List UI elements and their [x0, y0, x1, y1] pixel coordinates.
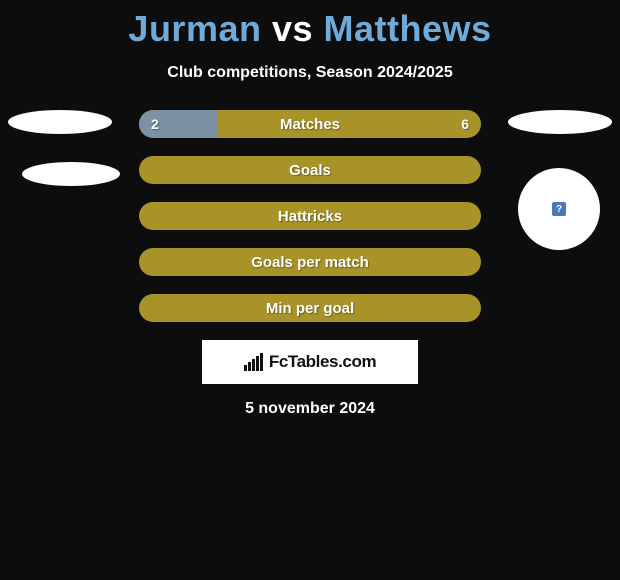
brand-box[interactable]: FcTables.com: [202, 340, 418, 384]
stat-label: Goals per match: [139, 248, 481, 276]
stat-bar-goals-per-match: Goals per match: [139, 248, 481, 276]
brand-logo-icon: [244, 353, 263, 371]
stat-bar-min-per-goal: Min per goal: [139, 294, 481, 322]
image-placeholder-glyph: ?: [556, 204, 562, 215]
player-left-avatar-bottom: [22, 162, 120, 186]
stat-bars: 2 Matches 6 Goals Hattricks Goals per ma…: [139, 110, 481, 322]
stat-left-value: 2: [151, 110, 159, 138]
stat-label: Hattricks: [139, 202, 481, 230]
stat-label: Goals: [139, 156, 481, 184]
date-text: 5 november 2024: [0, 400, 620, 418]
player-left-avatar-top: [8, 110, 112, 134]
player-left-name: Jurman: [128, 8, 261, 49]
image-placeholder-icon: ?: [552, 202, 566, 216]
player-right-name: Matthews: [324, 8, 492, 49]
vs-text: vs: [272, 8, 313, 49]
stats-stage: ? 2 Matches 6 Goals Hattricks: [0, 110, 620, 418]
stat-right-value: 6: [461, 110, 469, 138]
stat-bar-hattricks: Hattricks: [139, 202, 481, 230]
player-right-avatar-circle: ?: [518, 168, 600, 250]
page-title: Jurman vs Matthews: [0, 0, 620, 50]
stat-label: Min per goal: [139, 294, 481, 322]
stat-bar-goals: Goals: [139, 156, 481, 184]
brand-text: FcTables.com: [269, 352, 376, 372]
stat-bar-matches: 2 Matches 6: [139, 110, 481, 138]
subtitle: Club competitions, Season 2024/2025: [0, 64, 620, 82]
player-right-avatar-top: [508, 110, 612, 134]
comparison-card: Jurman vs Matthews Club competitions, Se…: [0, 0, 620, 580]
